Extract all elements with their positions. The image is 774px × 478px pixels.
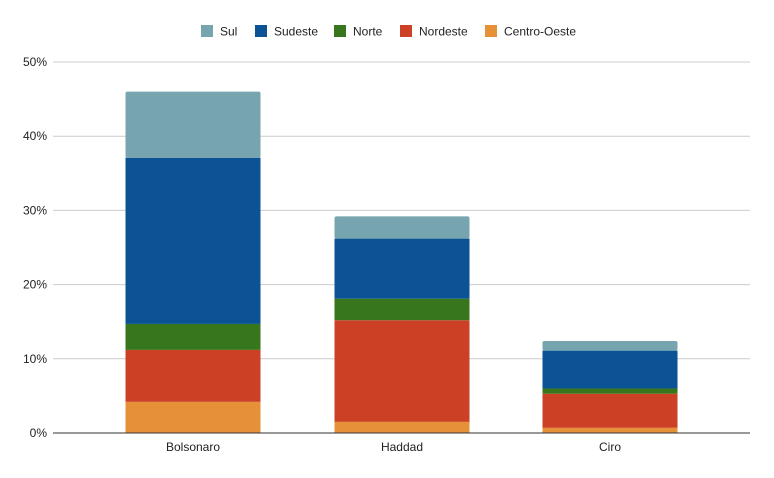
axes: 0% 10% 20% 30% 40% 50% Bolsonaro Haddad Ciro: [23, 55, 750, 454]
legend-item-centro-oeste: Centro-Oeste: [485, 25, 576, 39]
y-tick-label: 50%: [23, 55, 47, 69]
y-tick-label: 20%: [23, 278, 47, 292]
y-tick-label: 40%: [23, 129, 47, 143]
bar-segment-sul: [125, 91, 261, 158]
bar-stack-haddad: [334, 216, 470, 433]
legend-swatch: [201, 25, 213, 37]
bar-segment-sul: [542, 340, 678, 351]
bar-segment-sul: [334, 216, 470, 239]
x-tick-label: Ciro: [599, 440, 621, 454]
bar-segment-centro-oeste: [334, 421, 470, 433]
legend-item-norte: Norte: [334, 25, 383, 39]
bar-segment-sudeste: [542, 350, 678, 389]
bars: [125, 91, 678, 433]
x-tick-label: Bolsonaro: [166, 440, 220, 454]
legend-item-sul: Sul: [201, 25, 237, 39]
bar-segment-sudeste: [125, 157, 261, 324]
bar-stack-bolsonaro: [125, 91, 261, 433]
bar-segment-nordeste: [334, 320, 470, 422]
bar-segment-centro-oeste: [542, 427, 678, 433]
legend-swatch: [334, 25, 346, 37]
bar-segment-nordeste: [542, 393, 678, 428]
y-tick-label: 0%: [30, 426, 48, 440]
legend-label: Sul: [220, 25, 237, 39]
legend-label: Centro-Oeste: [504, 25, 576, 39]
bar-segment-sudeste: [334, 238, 470, 299]
legend-swatch: [255, 25, 267, 37]
y-tick-label: 10%: [23, 352, 47, 366]
legend-label: Sudeste: [274, 25, 318, 39]
legend-swatch: [400, 25, 412, 37]
legend-item-nordeste: Nordeste: [400, 25, 468, 39]
bar-segment-norte: [334, 298, 470, 321]
legend-item-sudeste: Sudeste: [255, 25, 318, 39]
bar-segment-norte: [542, 388, 678, 394]
legend-label: Nordeste: [419, 25, 468, 39]
x-tick-label: Haddad: [381, 440, 423, 454]
legend-swatch: [485, 25, 497, 37]
legend: Sul Sudeste Norte Nordeste Centro-Oeste: [201, 25, 576, 39]
bar-segment-nordeste: [125, 349, 261, 402]
bar-stack-ciro: [542, 340, 678, 433]
bar-segment-centro-oeste: [125, 401, 261, 433]
legend-label: Norte: [353, 25, 383, 39]
bar-segment-norte: [125, 323, 261, 350]
y-tick-label: 30%: [23, 203, 47, 217]
